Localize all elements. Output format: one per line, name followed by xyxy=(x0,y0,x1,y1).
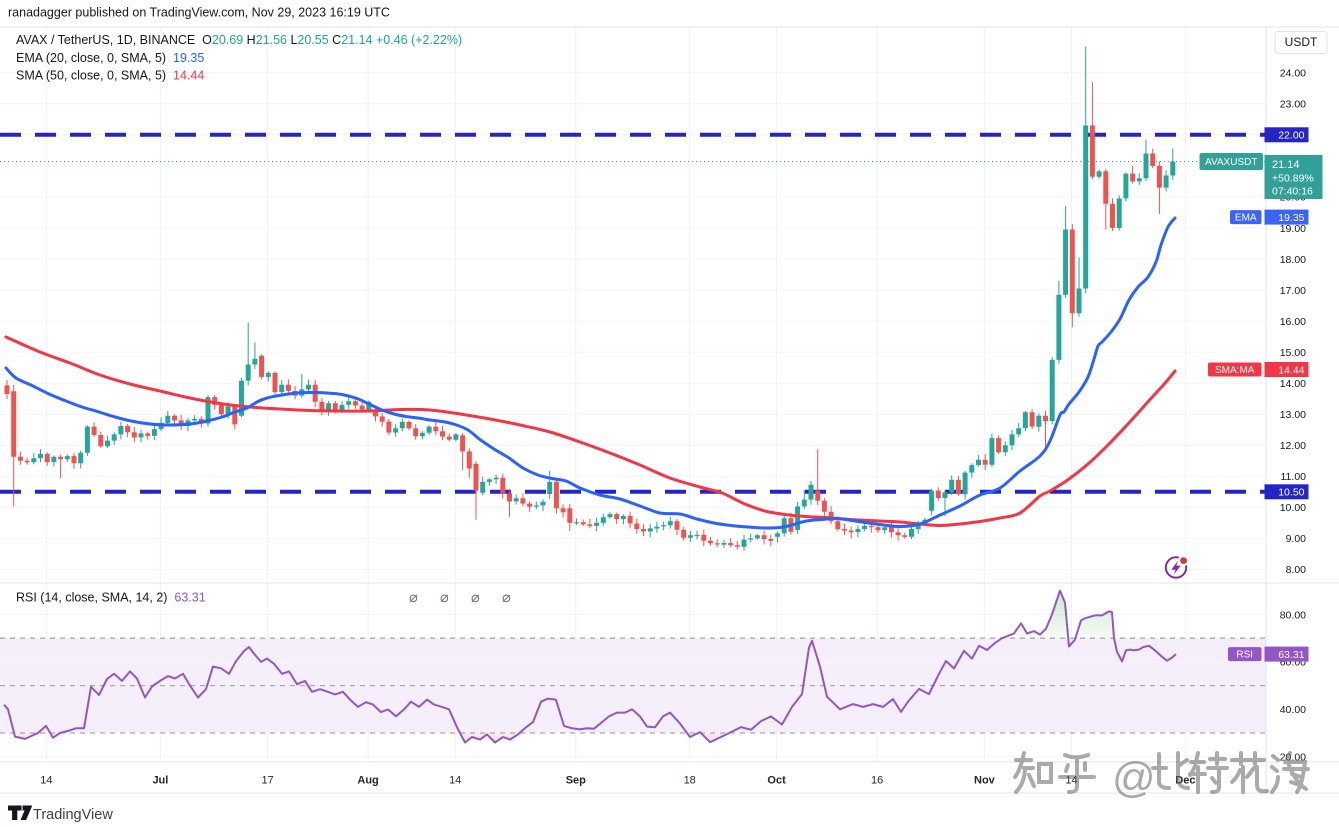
svg-text:07:40:16: 07:40:16 xyxy=(1272,186,1313,198)
svg-text:EMA: EMA xyxy=(1235,213,1257,224)
svg-text:TradingView: TradingView xyxy=(33,807,113,823)
svg-text:14: 14 xyxy=(40,775,52,787)
svg-text:RSI: RSI xyxy=(1236,650,1253,661)
svg-text:11.00: 11.00 xyxy=(1281,471,1307,483)
svg-text:63.31: 63.31 xyxy=(1278,649,1304,661)
svg-text:USDT: USDT xyxy=(1285,35,1318,49)
svg-text:⌀: ⌀ xyxy=(502,590,511,606)
svg-text:SMA:MA: SMA:MA xyxy=(1215,365,1255,376)
svg-text:8.00: 8.00 xyxy=(1286,564,1307,576)
svg-text:AVAX / TetherUS, 1D, BINANCE: AVAX / TetherUS, 1D, BINANCE O20.69 H21.… xyxy=(16,33,462,47)
svg-text:40.00: 40.00 xyxy=(1280,704,1306,716)
svg-text:16: 16 xyxy=(871,775,883,787)
svg-text:10.50: 10.50 xyxy=(1278,487,1304,499)
svg-text:80.00: 80.00 xyxy=(1280,609,1306,621)
svg-text:18: 18 xyxy=(684,775,696,787)
svg-text:22.00: 22.00 xyxy=(1278,130,1304,142)
svg-text:23.00: 23.00 xyxy=(1280,99,1306,111)
svg-text:21.14: 21.14 xyxy=(1272,159,1300,171)
svg-text:12.00: 12.00 xyxy=(1280,440,1306,452)
svg-text:Jul: Jul xyxy=(152,775,168,787)
svg-text:19.35: 19.35 xyxy=(1278,212,1304,224)
svg-text:24.00: 24.00 xyxy=(1280,68,1306,80)
svg-text:Nov: Nov xyxy=(974,775,996,787)
svg-text:⌀: ⌀ xyxy=(440,590,449,606)
svg-text:Aug: Aug xyxy=(357,775,378,787)
svg-text:14: 14 xyxy=(449,775,461,787)
svg-text:RSI (14, close, SMA, 14, 2) 6: RSI (14, close, SMA, 14, 2) 63.31 xyxy=(16,591,206,605)
svg-text:Sep: Sep xyxy=(566,775,586,787)
svg-text:13.00: 13.00 xyxy=(1280,409,1306,421)
svg-text:14.00: 14.00 xyxy=(1280,378,1306,390)
svg-text:15.00: 15.00 xyxy=(1280,347,1306,359)
svg-text:10.00: 10.00 xyxy=(1280,502,1306,514)
svg-text:17: 17 xyxy=(261,775,273,787)
svg-text:⌀: ⌀ xyxy=(409,590,418,606)
svg-text:17.00: 17.00 xyxy=(1280,285,1306,297)
svg-text:18.00: 18.00 xyxy=(1280,254,1306,266)
svg-text:EMA (20, close, 0, SMA, 5) 19: EMA (20, close, 0, SMA, 5) 19.35 xyxy=(16,51,204,65)
svg-text:9.00: 9.00 xyxy=(1286,533,1307,545)
svg-text:Oct: Oct xyxy=(767,775,786,787)
svg-text:+50.89%: +50.89% xyxy=(1272,173,1314,185)
svg-text:19.00: 19.00 xyxy=(1280,223,1306,235)
svg-text:14.44: 14.44 xyxy=(1278,364,1304,376)
svg-text:@: @ xyxy=(1112,754,1156,802)
svg-text:SMA (50, close, 0, SMA, 5) 14: SMA (50, close, 0, SMA, 5) 14.44 xyxy=(16,69,204,83)
svg-text:⌀: ⌀ xyxy=(471,590,480,606)
svg-text:ranadagger published on Tradin: ranadagger published on TradingView.com,… xyxy=(8,6,390,20)
svg-text:AVAXUSDT: AVAXUSDT xyxy=(1205,157,1257,168)
svg-text:16.00: 16.00 xyxy=(1280,316,1306,328)
